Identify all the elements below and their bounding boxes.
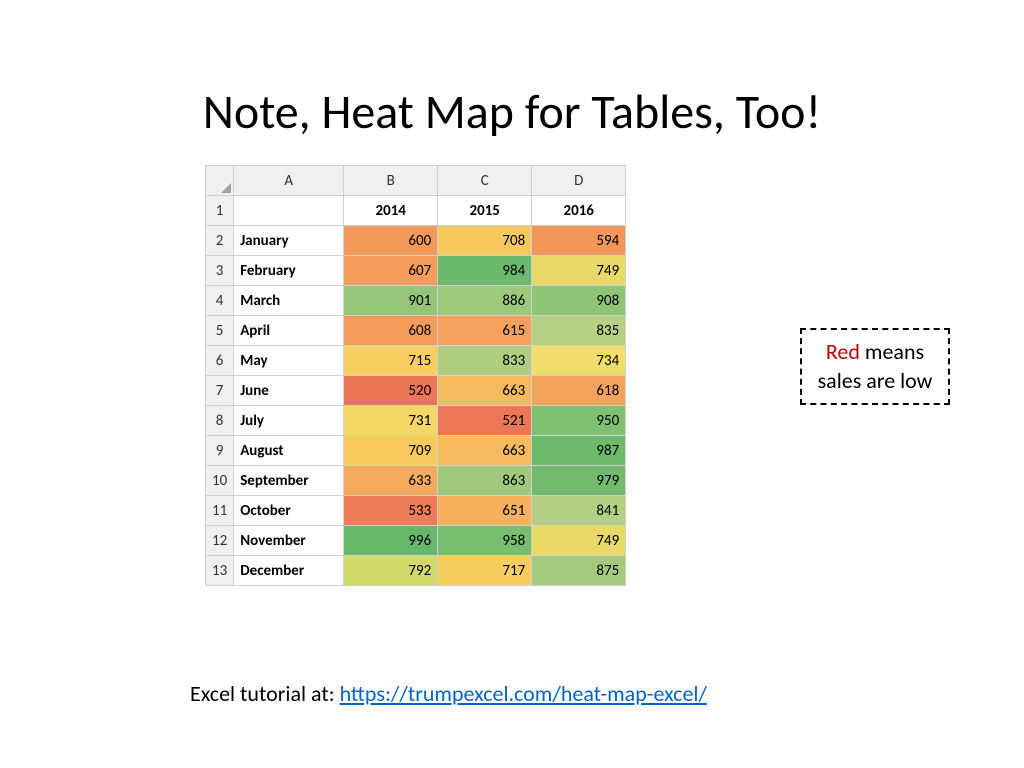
value-cell[interactable]: 709 xyxy=(344,436,438,466)
column-header-A[interactable]: A xyxy=(234,166,344,196)
month-label-august[interactable]: August xyxy=(234,436,344,466)
value-cell[interactable]: 886 xyxy=(438,286,532,316)
value-cell[interactable]: 717 xyxy=(438,556,532,586)
tutorial-link[interactable]: https://trumpexcel.com/heat-map-excel/ xyxy=(340,680,707,707)
row-header-10[interactable]: 10 xyxy=(206,466,234,496)
value-cell[interactable]: 908 xyxy=(532,286,626,316)
value-cell[interactable]: 521 xyxy=(438,406,532,436)
month-label-january[interactable]: January xyxy=(234,226,344,256)
value-cell[interactable]: 875 xyxy=(532,556,626,586)
value-cell[interactable]: 979 xyxy=(532,466,626,496)
value-cell[interactable]: 533 xyxy=(344,496,438,526)
value-cell[interactable]: 618 xyxy=(532,376,626,406)
select-all-corner[interactable] xyxy=(206,166,234,196)
row-header-3[interactable]: 3 xyxy=(206,256,234,286)
value-cell[interactable]: 633 xyxy=(344,466,438,496)
month-label-september[interactable]: September xyxy=(234,466,344,496)
row-header-9[interactable]: 9 xyxy=(206,436,234,466)
value-cell[interactable]: 749 xyxy=(532,256,626,286)
year-header-2014[interactable]: 2014 xyxy=(344,196,438,226)
month-label-april[interactable]: April xyxy=(234,316,344,346)
row-header-2[interactable]: 2 xyxy=(206,226,234,256)
month-label-july[interactable]: July xyxy=(234,406,344,436)
value-cell[interactable]: 663 xyxy=(438,436,532,466)
row-header-5[interactable]: 5 xyxy=(206,316,234,346)
value-cell[interactable]: 984 xyxy=(438,256,532,286)
month-label-march[interactable]: March xyxy=(234,286,344,316)
value-cell[interactable]: 607 xyxy=(344,256,438,286)
row-header-6[interactable]: 6 xyxy=(206,346,234,376)
row-header-4[interactable]: 4 xyxy=(206,286,234,316)
month-label-may[interactable]: May xyxy=(234,346,344,376)
value-cell[interactable]: 600 xyxy=(344,226,438,256)
value-cell[interactable]: 835 xyxy=(532,316,626,346)
value-cell[interactable]: 901 xyxy=(344,286,438,316)
column-header-D[interactable]: D xyxy=(532,166,626,196)
legend-red-word: Red xyxy=(826,338,860,365)
value-cell[interactable]: 833 xyxy=(438,346,532,376)
row-header-1[interactable]: 1 xyxy=(206,196,234,226)
year-header-2015[interactable]: 2015 xyxy=(438,196,532,226)
value-cell[interactable]: 594 xyxy=(532,226,626,256)
value-cell[interactable]: 950 xyxy=(532,406,626,436)
value-cell[interactable]: 651 xyxy=(438,496,532,526)
row-header-11[interactable]: 11 xyxy=(206,496,234,526)
excel-heatmap-table: ABCD12014201520162January6007085943Febru… xyxy=(205,165,626,586)
month-label-november[interactable]: November xyxy=(234,526,344,556)
value-cell[interactable]: 996 xyxy=(344,526,438,556)
value-cell[interactable]: 841 xyxy=(532,496,626,526)
month-label-december[interactable]: December xyxy=(234,556,344,586)
cell-A1[interactable] xyxy=(234,196,344,226)
value-cell[interactable]: 863 xyxy=(438,466,532,496)
value-cell[interactable]: 958 xyxy=(438,526,532,556)
row-header-8[interactable]: 8 xyxy=(206,406,234,436)
year-header-2016[interactable]: 2016 xyxy=(532,196,626,226)
value-cell[interactable]: 663 xyxy=(438,376,532,406)
legend-callout: Red means sales are low xyxy=(800,328,950,405)
row-header-12[interactable]: 12 xyxy=(206,526,234,556)
value-cell[interactable]: 734 xyxy=(532,346,626,376)
value-cell[interactable]: 792 xyxy=(344,556,438,586)
value-cell[interactable]: 608 xyxy=(344,316,438,346)
month-label-june[interactable]: June xyxy=(234,376,344,406)
footer-prefix: Excel tutorial at: xyxy=(190,680,340,707)
footer-citation: Excel tutorial at: https://trumpexcel.co… xyxy=(190,680,707,707)
row-header-13[interactable]: 13 xyxy=(206,556,234,586)
value-cell[interactable]: 520 xyxy=(344,376,438,406)
value-cell[interactable]: 731 xyxy=(344,406,438,436)
column-header-C[interactable]: C xyxy=(438,166,532,196)
value-cell[interactable]: 708 xyxy=(438,226,532,256)
value-cell[interactable]: 987 xyxy=(532,436,626,466)
value-cell[interactable]: 615 xyxy=(438,316,532,346)
row-header-7[interactable]: 7 xyxy=(206,376,234,406)
slide-title: Note, Heat Map for Tables, Too! xyxy=(0,82,1024,141)
value-cell[interactable]: 749 xyxy=(532,526,626,556)
month-label-february[interactable]: February xyxy=(234,256,344,286)
month-label-october[interactable]: October xyxy=(234,496,344,526)
column-header-B[interactable]: B xyxy=(344,166,438,196)
value-cell[interactable]: 715 xyxy=(344,346,438,376)
